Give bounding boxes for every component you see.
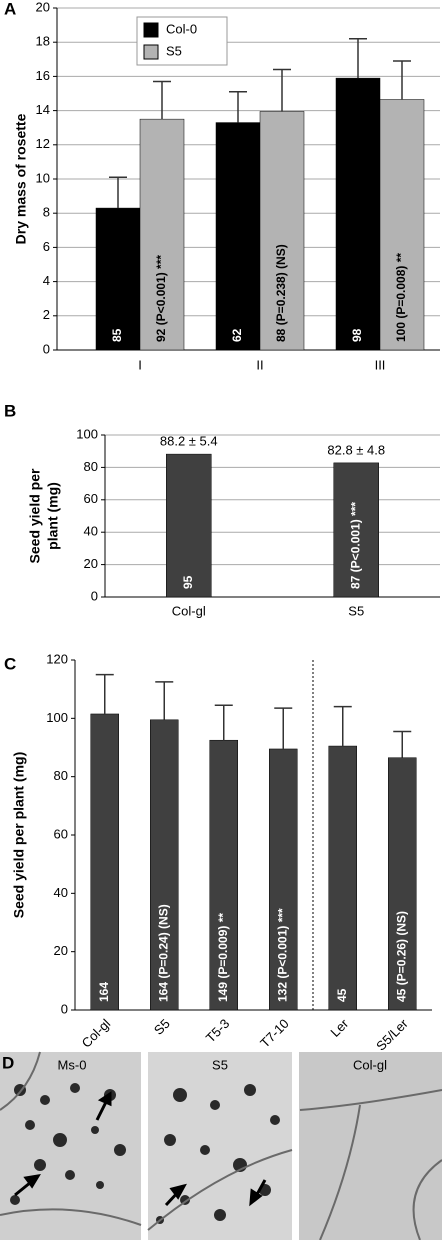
bar-label: 45 (335, 988, 349, 1002)
bar (139, 118, 185, 351)
legend-swatch (143, 44, 159, 60)
y-tick-label: 20 (36, 0, 50, 14)
y-tick-label: 0 (91, 588, 98, 603)
y-tick-label: 14 (36, 102, 50, 117)
legend-label: Col-0 (166, 21, 197, 36)
x-tick-label: Col-gl (79, 1016, 114, 1051)
bar-label: 92 (P<0.001) *** (154, 255, 168, 342)
y-axis-label: Dry mass of rosette (13, 113, 29, 244)
y-tick-label: 100 (76, 426, 98, 441)
photo-title: Ms-0 (58, 1057, 87, 1072)
panel-label: C (4, 654, 16, 673)
y-tick-label: 2 (43, 307, 50, 322)
y-tick-label: 40 (84, 524, 98, 539)
bar (90, 713, 119, 1011)
bar-label: 164 (P=0.24) (NS) (156, 904, 170, 1002)
bar-label: 87 (P<0.001) *** (348, 502, 362, 589)
bar-label: 62 (230, 328, 244, 342)
y-tick-label: 20 (54, 943, 68, 958)
y-tick-label: 60 (84, 491, 98, 506)
bar-label: 45 (P=0.26) (NS) (394, 911, 408, 1002)
y-axis-label: plant (mg) (45, 482, 61, 550)
bar-label: 85 (110, 328, 124, 342)
arrows (14, 1091, 267, 1207)
y-tick-label: 40 (54, 885, 68, 900)
x-tick-label: III (375, 357, 386, 372)
photo-panel: D Ms-0 S5 Col-gl (0, 1051, 442, 1240)
legend-swatch (143, 22, 159, 38)
x-tick-label: II (256, 357, 263, 372)
x-tick-label: T7-10 (257, 1016, 292, 1051)
panel-label: B (4, 401, 16, 420)
y-axis-label: Seed yield per (27, 468, 43, 563)
value-label: 82.8 ± 4.8 (327, 442, 385, 457)
bar (379, 99, 425, 351)
photo-title: S5 (212, 1057, 228, 1072)
y-axis-label: Seed yield per plant (mg) (11, 752, 27, 918)
bar (269, 748, 298, 1011)
x-tick-label: I (138, 357, 142, 372)
value-label: 88.2 ± 5.4 (160, 434, 218, 449)
y-tick-label: 0 (61, 1001, 68, 1016)
photo (148, 1052, 292, 1240)
bar (333, 462, 379, 598)
bar-label: 98 (350, 328, 364, 342)
y-tick-label: 100 (46, 710, 68, 725)
bar (215, 122, 261, 351)
bar-label: 95 (181, 575, 195, 589)
veins (0, 1051, 442, 1240)
y-tick-label: 120 (46, 651, 68, 666)
x-tick-label: S5 (151, 1016, 173, 1038)
bar (166, 453, 212, 598)
y-tick-label: 80 (54, 768, 68, 783)
photo (299, 1052, 442, 1240)
bar-label: 88 (P=0.238) (NS) (274, 244, 288, 342)
bar (335, 77, 381, 351)
bar (259, 111, 305, 351)
y-tick-label: 20 (84, 556, 98, 571)
bar-label: 149 (P=0.009) ** (216, 913, 230, 1002)
x-tick-label: Ler (327, 1015, 351, 1039)
legend-label: S5 (166, 43, 182, 58)
panel-label: D (2, 1053, 14, 1072)
y-tick-label: 80 (84, 459, 98, 474)
y-tick-label: 6 (43, 239, 50, 254)
bar-label: 164 (97, 982, 111, 1002)
y-tick-label: 4 (43, 273, 50, 288)
x-tick-label: T5-3 (203, 1016, 233, 1046)
y-tick-label: 10 (36, 170, 50, 185)
y-tick-label: 12 (36, 136, 50, 151)
bar (328, 745, 357, 1011)
bar (209, 739, 238, 1011)
y-tick-label: 0 (43, 341, 50, 356)
y-tick-label: 60 (54, 826, 68, 841)
x-tick-label: S5 (348, 603, 364, 618)
y-tick-label: 8 (43, 205, 50, 220)
photo-title: Col-gl (353, 1057, 387, 1072)
bar-label: 132 (P<0.001) *** (275, 908, 289, 1002)
x-tick-label: Col-gl (172, 603, 206, 618)
y-tick-label: 18 (36, 34, 50, 49)
x-tick-label: S5/Ler (373, 1015, 411, 1053)
bar (150, 719, 179, 1011)
y-tick-label: 16 (36, 68, 50, 83)
bar-label: 100 (P=0.008) ** (394, 253, 408, 342)
bar (95, 207, 141, 351)
panel-label: A (4, 0, 16, 18)
